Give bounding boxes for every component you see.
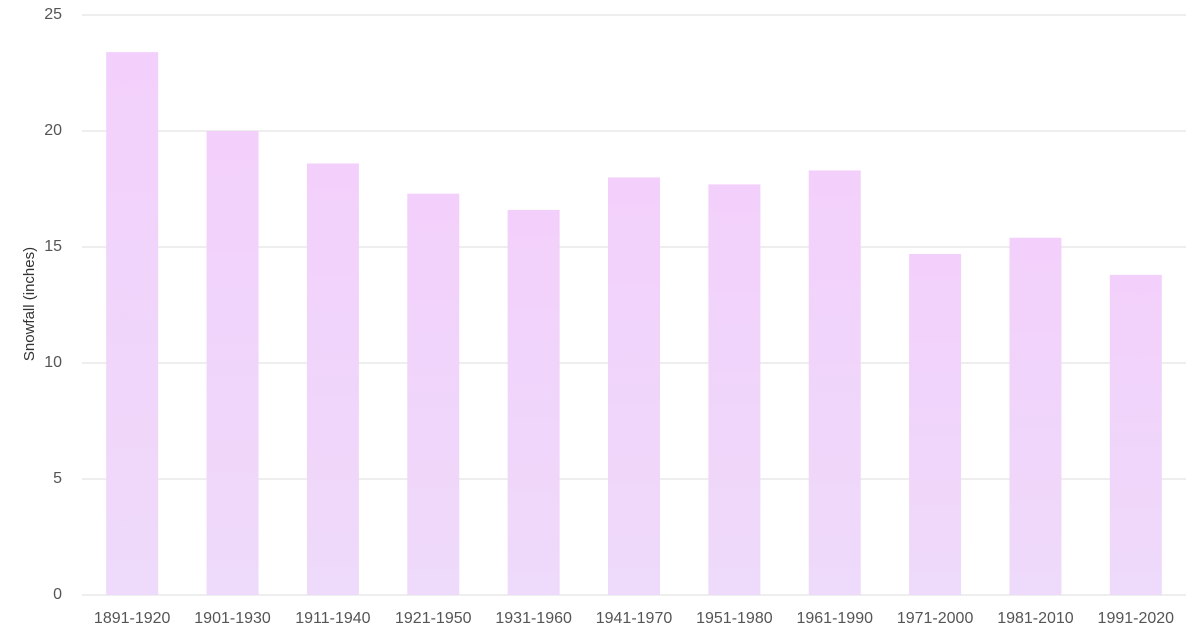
y-tick-label: 20 bbox=[44, 122, 62, 139]
x-tick-label: 1951-1980 bbox=[696, 610, 773, 627]
x-axis-ticks: 1891-1920 1901-1930 1911-1940 1921-1950 1931… bbox=[94, 610, 1174, 627]
y-tick-label: 5 bbox=[53, 470, 62, 487]
bar-1891-1920 bbox=[106, 52, 159, 596]
x-tick-label: 1971-2000 bbox=[897, 610, 974, 627]
bar-1981-2010 bbox=[1009, 237, 1062, 595]
bar-1971-2000 bbox=[909, 253, 962, 595]
y-tick-label: 0 bbox=[53, 586, 62, 603]
bar-1961-1990 bbox=[808, 170, 861, 595]
y-tick-label: 15 bbox=[44, 238, 62, 255]
x-tick-label: 1921-1950 bbox=[395, 610, 472, 627]
bar-1951-1980 bbox=[708, 184, 761, 596]
bar-1911-1940 bbox=[306, 163, 359, 596]
y-axis-ticks: 0 5 10 15 20 25 bbox=[44, 6, 62, 603]
y-tick-label: 10 bbox=[44, 354, 62, 371]
y-axis-label: Snowfall (inches) bbox=[21, 247, 38, 361]
bar-1901-1930 bbox=[206, 131, 259, 595]
x-tick-label: 1991-2020 bbox=[1098, 610, 1175, 627]
bar-1931-1960 bbox=[507, 209, 560, 595]
bar-1991-2020 bbox=[1109, 274, 1162, 595]
x-tick-label: 1891-1920 bbox=[94, 610, 171, 627]
x-tick-label: 1911-1940 bbox=[295, 610, 370, 627]
x-tick-label: 1961-1990 bbox=[796, 610, 873, 627]
bar-1921-1950 bbox=[407, 193, 460, 595]
x-tick-label: 1931-1960 bbox=[495, 610, 572, 627]
x-tick-label: 1981-2010 bbox=[997, 610, 1074, 627]
x-tick-label: 1941-1970 bbox=[596, 610, 673, 627]
x-tick-label: 1901-1930 bbox=[194, 610, 271, 627]
bars bbox=[106, 52, 1162, 596]
y-tick-label: 25 bbox=[44, 6, 62, 23]
bar-1941-1970 bbox=[608, 177, 660, 595]
